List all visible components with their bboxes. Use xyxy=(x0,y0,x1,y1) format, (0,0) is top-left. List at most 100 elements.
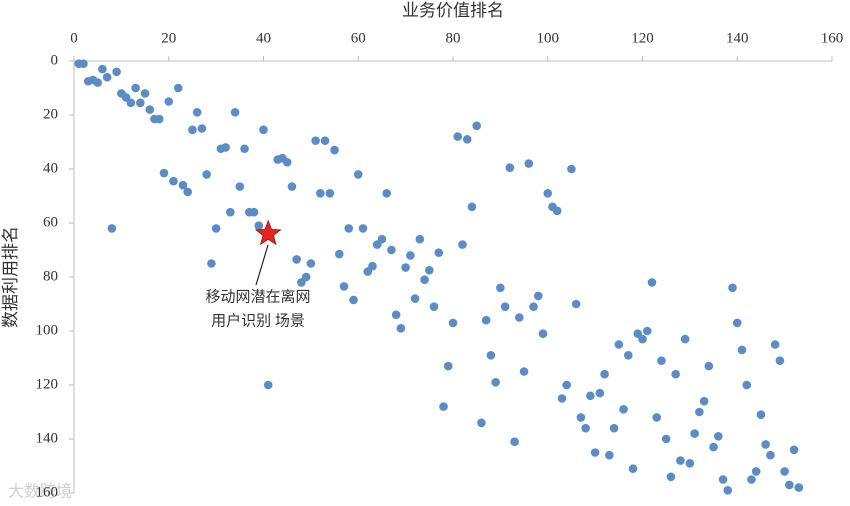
scatter-point xyxy=(467,202,477,212)
scatter-point xyxy=(666,472,676,482)
scatter-point xyxy=(695,407,704,417)
scatter-point xyxy=(249,207,259,217)
scatter-point xyxy=(472,121,481,131)
scatter-point xyxy=(676,456,685,465)
scatter-point xyxy=(448,318,458,328)
scatter-point xyxy=(571,299,581,309)
scatter-point xyxy=(126,98,136,108)
scatter-point xyxy=(709,442,718,452)
scatter-point xyxy=(690,429,699,438)
x-tick-label: 160 xyxy=(821,30,844,46)
scatter-point xyxy=(505,163,515,172)
scatter-point xyxy=(292,255,301,264)
y-tick-label: 20 xyxy=(43,106,58,122)
scatter-point xyxy=(391,310,401,320)
scatter-point xyxy=(751,467,761,476)
scatter-point xyxy=(173,83,183,93)
x-tick-label: 0 xyxy=(70,30,78,46)
scatter-point xyxy=(680,334,690,344)
scatter-point xyxy=(221,143,230,152)
scatter-point xyxy=(410,294,420,303)
y-tick-label: 0 xyxy=(51,52,59,68)
scatter-point xyxy=(396,324,406,333)
scatter-point xyxy=(567,164,576,174)
x-tick-label: 80 xyxy=(446,30,461,46)
scatter-point xyxy=(434,248,444,257)
scatter-point xyxy=(202,170,211,179)
scatter-point xyxy=(562,380,571,390)
scatter-point xyxy=(477,418,486,428)
watermark: 大数跨境 xyxy=(8,482,72,501)
scatter-point xyxy=(112,67,121,77)
scatter-point xyxy=(714,432,723,441)
scatter-point xyxy=(638,334,647,344)
scatter-point xyxy=(595,388,605,398)
scatter-point xyxy=(704,361,714,371)
scatter-point xyxy=(529,302,538,312)
scatter-point xyxy=(770,340,780,349)
scatter-point xyxy=(533,291,543,301)
x-axis-title: 业务价值排名 xyxy=(402,1,504,20)
annotation-pointer xyxy=(255,244,269,286)
scatter-point xyxy=(699,396,709,406)
scatter-point xyxy=(254,221,264,230)
scatter-point xyxy=(789,445,799,455)
scatter-point xyxy=(661,434,671,444)
scatter-point xyxy=(140,89,150,98)
scatter-point xyxy=(481,315,491,325)
scatter-point xyxy=(538,329,548,339)
scatter-point xyxy=(98,64,107,74)
scatter-point xyxy=(723,486,733,495)
scatter-point xyxy=(647,278,657,287)
scatter-point xyxy=(600,369,609,379)
scatter-point xyxy=(657,356,666,366)
scatter-point xyxy=(728,283,737,293)
scatter-point xyxy=(183,187,192,197)
scatter-point xyxy=(287,182,297,191)
scatter-point xyxy=(491,378,500,387)
scatter-point xyxy=(524,159,534,168)
scatter-point xyxy=(496,283,505,293)
scatter-point xyxy=(642,326,652,336)
scatter-point xyxy=(240,144,249,154)
annotation-line: 移动网潜在离网 xyxy=(205,288,310,305)
annotation-line: 用户识别 场景 xyxy=(211,312,305,329)
scatter-point xyxy=(747,475,756,484)
scatter-point xyxy=(145,105,155,114)
scatter-point xyxy=(131,83,140,93)
highlight-point xyxy=(254,219,282,246)
scatter-point xyxy=(178,180,188,190)
scatter-point xyxy=(742,380,752,390)
scatter-point xyxy=(775,356,785,366)
x-tick-label: 40 xyxy=(256,30,271,46)
scatter-point xyxy=(164,97,174,106)
scatter-point xyxy=(458,240,467,249)
scatter-point xyxy=(785,480,794,490)
scatter-point xyxy=(79,59,88,68)
scatter-point xyxy=(685,459,695,468)
scatter-point xyxy=(628,464,638,474)
scatter-point xyxy=(510,437,519,447)
x-tick-label: 140 xyxy=(726,30,749,46)
scatter-point xyxy=(93,78,102,87)
scatter-point xyxy=(230,108,240,117)
scatter-point xyxy=(330,145,339,155)
y-tick-label: 120 xyxy=(36,376,59,392)
y-tick-label: 100 xyxy=(36,322,59,338)
scatter-point xyxy=(425,265,434,275)
scatter-point xyxy=(192,108,202,117)
scatter-point xyxy=(486,351,496,360)
scatter-point xyxy=(462,135,472,144)
scatter-point xyxy=(557,394,567,403)
scatter-point xyxy=(737,345,747,355)
scatter-point xyxy=(543,189,553,198)
scatter-point xyxy=(401,263,410,272)
y-tick-label: 60 xyxy=(43,214,58,230)
scatter-point xyxy=(159,168,169,178)
scatter-point xyxy=(500,302,510,312)
scatter-point xyxy=(107,224,117,233)
scatter-point xyxy=(429,302,439,312)
y-axis-title: 数据利用排名 xyxy=(1,226,20,328)
scatter-point xyxy=(282,157,292,167)
scatter-point xyxy=(358,224,368,233)
